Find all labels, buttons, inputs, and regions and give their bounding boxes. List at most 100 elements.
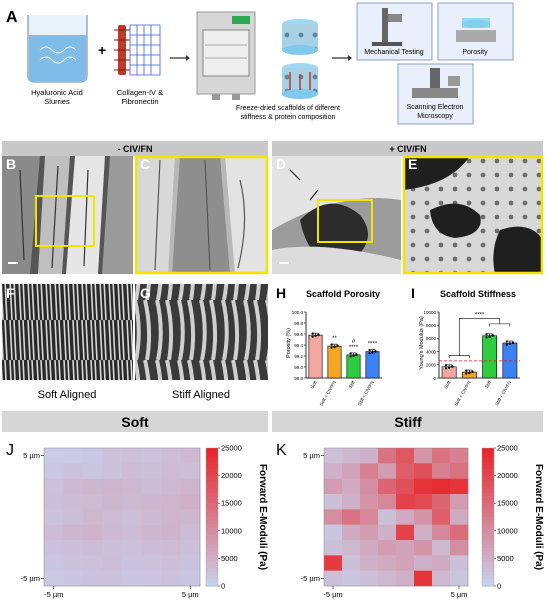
zoom-box-d bbox=[317, 199, 373, 243]
colorbar-segment bbox=[206, 527, 218, 532]
header-plus-text: + CIV/FN bbox=[389, 144, 426, 154]
section-stiff-text: Stiff bbox=[394, 414, 422, 430]
panel-letter-k: K bbox=[276, 442, 287, 459]
heatmap-cell bbox=[378, 540, 397, 556]
heatmap-cell bbox=[432, 463, 451, 479]
heatmap-cell bbox=[83, 494, 103, 510]
colorbar-tick-label: 25000 bbox=[497, 444, 518, 453]
chart-h-title: Scaffold Porosity bbox=[306, 289, 380, 299]
heatmap-cell bbox=[122, 494, 142, 510]
heatmap-cell bbox=[324, 570, 343, 587]
heatmap-cell bbox=[122, 570, 142, 587]
colorbar-segment bbox=[206, 572, 218, 577]
heatmap-cell bbox=[342, 524, 361, 541]
colorbar-segment bbox=[482, 554, 494, 559]
heatmap-cell bbox=[44, 509, 64, 525]
heatmap-cell bbox=[450, 570, 469, 587]
colorbar-segment bbox=[206, 461, 218, 466]
heatmap-cell bbox=[122, 509, 142, 525]
heatmap-cell bbox=[432, 570, 451, 587]
zoom-frame-c bbox=[134, 155, 269, 275]
panel-letter-d: D bbox=[276, 156, 286, 172]
colorbar-segment bbox=[482, 534, 494, 539]
colorbar-segment bbox=[482, 458, 494, 463]
heatmap-cell bbox=[396, 494, 415, 510]
colorbar-segment bbox=[206, 551, 218, 556]
heatmap-cell bbox=[161, 478, 181, 495]
colorbar-segment bbox=[206, 523, 218, 528]
heatmap-cell bbox=[102, 555, 123, 571]
colorbar-segment bbox=[206, 544, 218, 549]
data-point bbox=[511, 341, 515, 345]
heatmap-cell bbox=[83, 555, 103, 571]
heatmap-cell bbox=[122, 540, 142, 556]
heatmap-cell bbox=[102, 509, 123, 525]
porosity-label: Porosity bbox=[462, 49, 488, 56]
data-point bbox=[448, 366, 451, 369]
data-point bbox=[465, 372, 468, 375]
y-tick-label: -5 µm bbox=[21, 574, 40, 583]
colorbar-segment bbox=[206, 561, 218, 566]
heatmap-cell bbox=[414, 555, 433, 571]
section-header-stiff bbox=[272, 411, 543, 432]
heatmap-cell bbox=[414, 540, 433, 556]
heatmap-cell bbox=[396, 463, 415, 479]
bracket bbox=[489, 323, 511, 327]
heatmap-cell bbox=[432, 555, 451, 571]
panel-letter-b: B bbox=[6, 156, 16, 172]
heatmap-cell bbox=[378, 509, 397, 525]
chart-h-ylabel: Porosity (%) bbox=[286, 328, 292, 358]
colorbar-segment bbox=[206, 541, 218, 546]
data-point bbox=[468, 372, 471, 375]
colorbar-segment bbox=[206, 565, 218, 570]
colorbar-segment bbox=[206, 479, 218, 483]
data-point bbox=[368, 348, 371, 352]
collagen-fibronectin-icon bbox=[114, 24, 161, 76]
heatmap-cell bbox=[102, 463, 123, 479]
freeze-label-line2: stiffness & protein composition bbox=[241, 114, 336, 121]
heatmap-cell bbox=[102, 478, 123, 495]
chart-i-title: Scaffold Stiffness bbox=[440, 289, 516, 299]
colorbar-segment bbox=[482, 451, 494, 456]
heatmap-cell bbox=[180, 478, 201, 495]
collagen-label-line2: Fibronectin bbox=[121, 97, 158, 106]
heatmap-cell bbox=[102, 570, 123, 587]
colorbar-segment bbox=[482, 448, 494, 452]
colorbar-segment bbox=[482, 482, 494, 487]
colorbar-segment bbox=[206, 530, 218, 535]
heatmap-cell bbox=[161, 509, 181, 525]
colorbar-segment bbox=[482, 499, 494, 504]
heatmap-cell bbox=[44, 570, 64, 587]
freeze-label-line1: Freeze-dried scaffolds of different bbox=[236, 105, 340, 112]
bar bbox=[482, 335, 498, 379]
colorbar-tick-label: 5000 bbox=[497, 554, 514, 563]
heatmap-cell bbox=[378, 555, 397, 571]
beaker-icon bbox=[27, 15, 88, 83]
colorbar-segment bbox=[482, 558, 494, 563]
panel-letter-c: C bbox=[140, 156, 150, 172]
data-point bbox=[488, 335, 491, 338]
heatmap-k-stiff: 5 µm -5 µm-5 µm 5 µm 25000 20000 15000 10000 50… bbox=[301, 444, 544, 600]
heatmap-cell bbox=[378, 448, 397, 464]
colorbar-segment bbox=[206, 475, 218, 480]
colorbar-segment bbox=[482, 520, 494, 525]
y-tick-label: 99.6 bbox=[294, 332, 303, 337]
heatmap-cell bbox=[44, 448, 64, 464]
heatmap-cell bbox=[44, 524, 64, 541]
heatmap-cell bbox=[450, 555, 469, 571]
data-point bbox=[311, 332, 314, 335]
heatmap-cell bbox=[122, 448, 142, 464]
bar bbox=[365, 351, 380, 379]
data-point bbox=[368, 352, 371, 355]
heatmap-j-soft: 5 µm -5 µm -5 µm 5 µm 25000 20000 15000 10000 50… bbox=[21, 444, 268, 600]
colorbar-segment bbox=[206, 458, 218, 463]
y-tick-label: 2000 bbox=[426, 363, 437, 368]
colorbar-segment bbox=[206, 579, 218, 584]
ha-label-line2: Slurries bbox=[44, 97, 70, 106]
colorbar-label: Forward E-Moduli (Pa) bbox=[257, 464, 268, 570]
freeze-dryer-icon bbox=[196, 11, 256, 100]
colorbar-frame bbox=[205, 447, 219, 587]
heatmap-cell bbox=[180, 509, 201, 525]
sem-microscope-icon bbox=[412, 68, 460, 98]
